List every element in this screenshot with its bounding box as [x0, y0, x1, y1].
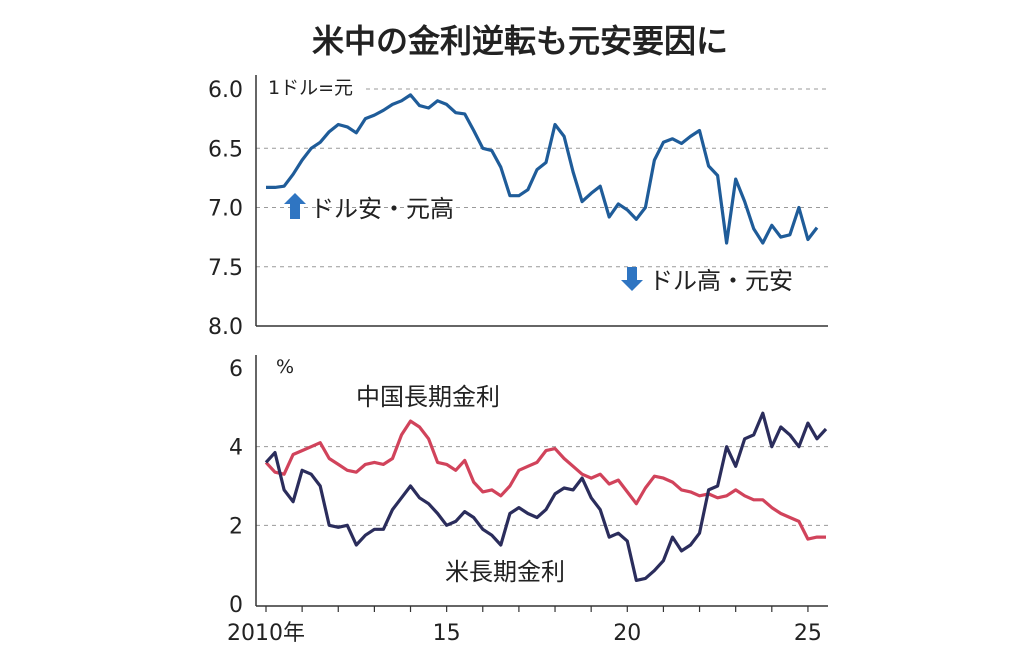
top-y-tick-label: 7.5	[208, 256, 243, 281]
bottom-y-tick-label: 6	[229, 357, 243, 382]
series-label-china: 中国長期金利	[356, 383, 500, 411]
top-series-lines	[266, 93, 819, 245]
annotation-down: ドル高・元安	[621, 267, 793, 295]
china-long-term-rate-line	[264, 419, 826, 541]
bottom-y-tick-label: 2	[229, 514, 243, 539]
annotation-up: ドル安・元高	[284, 193, 454, 223]
chart-title: 米中の金利逆転も元安要因に	[312, 22, 728, 60]
up-arrow-icon	[284, 193, 306, 219]
bottom-y-tick-labels: 0 2 4 6	[229, 357, 243, 618]
bottom-y-tick-label: 0	[229, 593, 243, 618]
top-y-tick-label: 7.0	[208, 197, 243, 222]
x-tick-label: 2010年	[227, 621, 305, 646]
top-y-tick-label: 8.0	[208, 315, 243, 340]
top-gridlines	[256, 88, 828, 268]
bottom-unit-label: %	[276, 356, 294, 378]
series-label-us: 米長期金利	[445, 558, 565, 586]
top-y-tick-label: 6.0	[208, 78, 243, 103]
x-tick-label: 20	[613, 621, 641, 646]
us-long-term-rate-line	[264, 411, 828, 583]
usd-cny-rate-line	[266, 93, 819, 245]
bottom-y-tick-label: 4	[229, 436, 243, 461]
x-tick-label: 25	[794, 621, 822, 646]
down-arrow-icon	[621, 267, 643, 291]
annotation-up-label: ドル安・元高	[310, 195, 454, 223]
x-axis-ticks: 2010年 15 20 25	[227, 606, 822, 646]
bottom-panel: 0 2 4 6 % 2010年 15 20 25 中国長期金利 米長期金利	[227, 355, 828, 646]
top-y-tick-labels: 6.0 6.5 7.0 7.5 8.0	[208, 78, 243, 340]
top-unit-label: 1ドル=元	[268, 77, 353, 99]
top-panel: 6.0 6.5 7.0 7.5 8.0 1ドル=元 ドル安・元高 ドル高・元安	[208, 75, 828, 340]
bottom-series-lines	[264, 411, 828, 583]
x-tick-label: 15	[433, 621, 461, 646]
annotation-down-label: ドル高・元安	[649, 267, 793, 295]
top-y-tick-label: 6.5	[208, 137, 243, 162]
